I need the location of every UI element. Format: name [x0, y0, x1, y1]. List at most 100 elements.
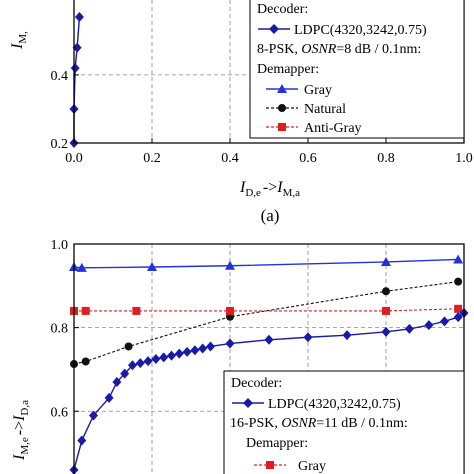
- top-legend-ldpc-label: LDPC(4320,3242,0.75): [294, 23, 427, 38]
- svg-text:IM,e->ID,a: IM,e->ID,a: [11, 400, 31, 461]
- top-data-point-ldpc-4320-3242-0-75: [74, 12, 84, 23]
- bottom-y-ticks: 0.6 0.8 1.0: [51, 238, 79, 420]
- bottom-legend-gray-label: Gray: [298, 459, 326, 474]
- top-xtick-label: 0.8: [377, 151, 395, 166]
- top-legend-condition-suffix: =8 dB / 0.1nm:: [336, 42, 421, 57]
- top-data-point-ldpc-4320-3242-0-75: [70, 63, 80, 74]
- top-legend-demapper-title: Demapper:: [257, 62, 319, 77]
- top-xtick-label: 0.2: [143, 151, 161, 166]
- top-legend-antigray-label: Anti-Gray: [304, 121, 362, 136]
- top-ylabel-main: I: [9, 43, 26, 50]
- bottom-data-point-ldpc-4320-3242-0-75: [303, 332, 313, 343]
- bottom-data-point-gray: [76, 262, 87, 272]
- top-data-point-ldpc-4320-3242-0-75: [72, 42, 82, 53]
- top-legend-condition-osnr: OSNR: [301, 42, 336, 57]
- bottom-data-point-ldpc-4320-3242-0-75: [159, 352, 169, 363]
- top-legend-condition-prefix: 8-PSK,: [257, 42, 301, 57]
- bottom-data-point-anti-gray: [454, 304, 463, 313]
- bottom-data-point-ldpc-4320-3242-0-75: [77, 435, 87, 446]
- top-chart-panel: 0.0 0.2 0.4 0.6 0.8 1.0 0.20.4 IM, ID,e ->IM,a…: [9, 0, 473, 225]
- bottom-ytick-label: 0.8: [51, 322, 69, 337]
- bottom-data-point-anti-gray: [226, 306, 234, 315]
- top-legend-natural-label: Natural: [304, 102, 346, 117]
- bottom-chart-panel: 0.6 0.8 1.0 IM,e->ID,a Decoder: LDPC(4320,…: [11, 238, 469, 474]
- top-x-axis-label: ID,e ->IM,a: [239, 179, 300, 199]
- bottom-data-point-ldpc-4320-3242-0-75: [128, 360, 137, 371]
- bottom-data-point-ldpc-4320-3242-0-75: [135, 358, 145, 369]
- top-legend-box: [249, 0, 465, 139]
- bottom-legend-decoder-title: Decoder:: [231, 376, 282, 391]
- top-legend-circle-marker: [278, 104, 286, 112]
- top-xtick-label: 0.4: [221, 151, 239, 166]
- top-y-axis-label: IM,: [9, 31, 29, 50]
- bottom-axes-frame: [73, 243, 465, 474]
- bottom-legend-condition-prefix: 16-PSK,: [230, 416, 281, 431]
- bottom-data-point-ldpc-4320-3242-0-75: [174, 348, 184, 359]
- bottom-data-point-ldpc-4320-3242-0-75: [206, 341, 215, 352]
- bottom-ytick-label: 0.6: [51, 405, 69, 420]
- bottom-data-point-ldpc-4320-3242-0-75: [190, 345, 200, 356]
- top-legend-decoder-title: Decoder:: [257, 2, 308, 17]
- top-xlabel-sub2: M,a: [283, 187, 301, 199]
- bottom-ylabel-main: I: [11, 454, 28, 461]
- bottom-ylabel-sub2: D,a: [19, 400, 31, 416]
- bottom-data-point-natural: [382, 287, 390, 296]
- bottom-data-point-ldpc-4320-3242-0-75: [342, 330, 352, 341]
- top-xlabel-arrow: ->: [263, 179, 277, 196]
- svg-text:IM,: IM,: [9, 31, 29, 50]
- bottom-ylabel-main2: I: [11, 415, 28, 422]
- top-ytick-label: 0.4: [51, 69, 69, 84]
- bottom-data-point-natural: [81, 357, 90, 366]
- top-x-ticks: 0.0 0.2 0.4 0.6 0.8 1.0: [65, 138, 473, 166]
- bottom-legend-diamond-marker: [243, 398, 253, 408]
- subfigure-label-a: (a): [261, 206, 280, 225]
- top-legend-diamond-marker: [269, 24, 279, 34]
- bottom-data-point-gray: [225, 260, 235, 270]
- bottom-legend-box: [223, 370, 465, 474]
- top-legend-square-marker: [278, 123, 286, 131]
- top-ylabel-sub: M,: [17, 31, 29, 44]
- top-legend-gray-label: Gray: [304, 83, 332, 98]
- bottom-data-point-natural: [124, 342, 133, 351]
- top-xlabel-main2: I: [276, 179, 283, 196]
- bottom-data-point-ldpc-4320-3242-0-75: [424, 320, 434, 331]
- bottom-legend-square-marker: [266, 461, 274, 469]
- bottom-data-point-gray: [381, 256, 391, 266]
- top-xtick-label: 1.0: [455, 151, 473, 166]
- bottom-data-point-ldpc-4320-3242-0-75: [440, 316, 449, 327]
- bottom-data-point-ldpc-4320-3242-0-75: [453, 312, 463, 323]
- bottom-legend: Decoder: LDPC(4320,3242,0.75) 16-PSK, OS…: [223, 370, 465, 474]
- bottom-y-axis-label: IM,e->ID,a: [11, 400, 31, 461]
- bottom-data-point-ldpc-4320-3242-0-75: [198, 343, 208, 354]
- bottom-data-point-ldpc-4320-3242-0-75: [225, 338, 235, 349]
- top-xlabel-sub1: D,e: [245, 187, 261, 199]
- bottom-legend-demapper-title: Demapper:: [246, 436, 308, 451]
- bottom-ytick-label: 1.0: [51, 238, 69, 253]
- bottom-legend-ldpc-label: LDPC(4320,3242,0.75): [268, 397, 401, 412]
- bottom-data-point-ldpc-4320-3242-0-75: [112, 377, 122, 387]
- bottom-data-point-ldpc-4320-3242-0-75: [89, 410, 98, 421]
- top-legend-triangle-marker: [277, 84, 287, 93]
- bottom-ylabel-arrow: ->: [11, 421, 28, 435]
- bottom-data-point-ldpc-4320-3242-0-75: [264, 334, 274, 345]
- bottom-legend-condition: 16-PSK, OSNR=11 dB / 0.1nm:: [230, 416, 408, 431]
- top-series-group: [69, 12, 84, 148]
- bottom-data-point-ldpc-4320-3242-0-75: [143, 356, 153, 367]
- bottom-legend-condition-suffix: =11 dB / 0.1nm:: [316, 416, 407, 431]
- top-legend-condition: 8-PSK, OSNR=8 dB / 0.1nm:: [257, 42, 421, 57]
- bottom-data-point-ldpc-4320-3242-0-75: [104, 392, 114, 403]
- bottom-data-point-anti-gray: [81, 306, 90, 315]
- bottom-series-group: [69, 254, 469, 474]
- bottom-data-point-ldpc-4320-3242-0-75: [167, 350, 176, 361]
- bottom-legend-condition-osnr: OSNR: [281, 416, 316, 431]
- bottom-data-point-anti-gray: [382, 306, 390, 315]
- bottom-data-point-ldpc-4320-3242-0-75: [120, 368, 130, 379]
- bottom-data-point-ldpc-4320-3242-0-75: [151, 354, 161, 364]
- bottom-data-point-ldpc-4320-3242-0-75: [404, 323, 414, 334]
- bottom-data-point-gray: [147, 262, 157, 271]
- bottom-data-point-natural: [454, 277, 463, 286]
- top-legend: Decoder: LDPC(4320,3242,0.75) 8-PSK, OSN…: [249, 0, 465, 139]
- top-xtick-label: 0.0: [65, 151, 83, 166]
- bottom-series-line-natural: [73, 281, 459, 365]
